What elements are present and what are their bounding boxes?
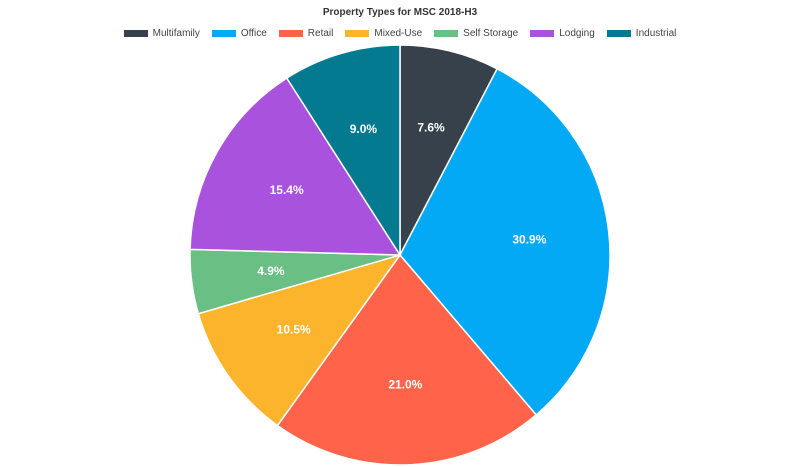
pie-slice-multifamily[interactable] [399, 44, 499, 256]
legend-swatch [211, 30, 236, 37]
legend: Multifamily Office Retail Mixed-Use Self… [0, 28, 800, 39]
legend-item-office[interactable]: Office [211, 28, 267, 39]
slice-value-label: 4.9% [257, 264, 285, 278]
legend-label: Self Storage [463, 28, 519, 39]
pie-slice-lodging[interactable] [189, 77, 402, 256]
slice-value-label: 21.0% [388, 377, 422, 391]
legend-label: Retail [307, 28, 334, 39]
legend-label: Lodging [559, 28, 595, 39]
legend-swatch [345, 30, 370, 37]
pie-slice-mixed-use[interactable] [197, 253, 402, 427]
slice-value-label: 7.6% [417, 121, 445, 135]
legend-label: Office [240, 28, 267, 39]
legend-item-multifamily[interactable]: Multifamily [123, 28, 200, 39]
legend-swatch [434, 30, 459, 37]
slice-value-label: 9.0% [350, 122, 378, 136]
legend-swatch [530, 30, 555, 37]
legend-swatch [278, 30, 303, 37]
pie-slice-industrial[interactable] [285, 44, 401, 258]
legend-label: Multifamily [152, 28, 200, 39]
legend-item-industrial[interactable]: Industrial [606, 28, 677, 39]
legend-swatch [123, 30, 148, 37]
legend-label: Industrial [635, 28, 677, 39]
pie-slice-office[interactable] [399, 67, 611, 416]
legend-item-self-storage[interactable]: Self Storage [434, 28, 518, 39]
legend-label: Mixed-Use [374, 28, 423, 39]
pie-labels: 7.6% 30.9% 21.0% 10.5% 4.9% 15.4% 9.0% [257, 121, 547, 392]
legend-swatch [606, 30, 631, 37]
legend-item-lodging[interactable]: Lodging [530, 28, 595, 39]
legend-item-retail[interactable]: Retail [278, 28, 334, 39]
legend-item-mixed-use[interactable]: Mixed-Use [345, 28, 422, 39]
chart-title: Property Types for MSC 2018-H3 [322, 7, 478, 18]
pie-slice-retail[interactable] [276, 253, 538, 466]
slice-value-label: 15.4% [270, 183, 304, 197]
pie-slices [189, 44, 611, 466]
slice-value-label: 30.9% [512, 233, 546, 247]
slice-value-label: 10.5% [277, 322, 311, 336]
